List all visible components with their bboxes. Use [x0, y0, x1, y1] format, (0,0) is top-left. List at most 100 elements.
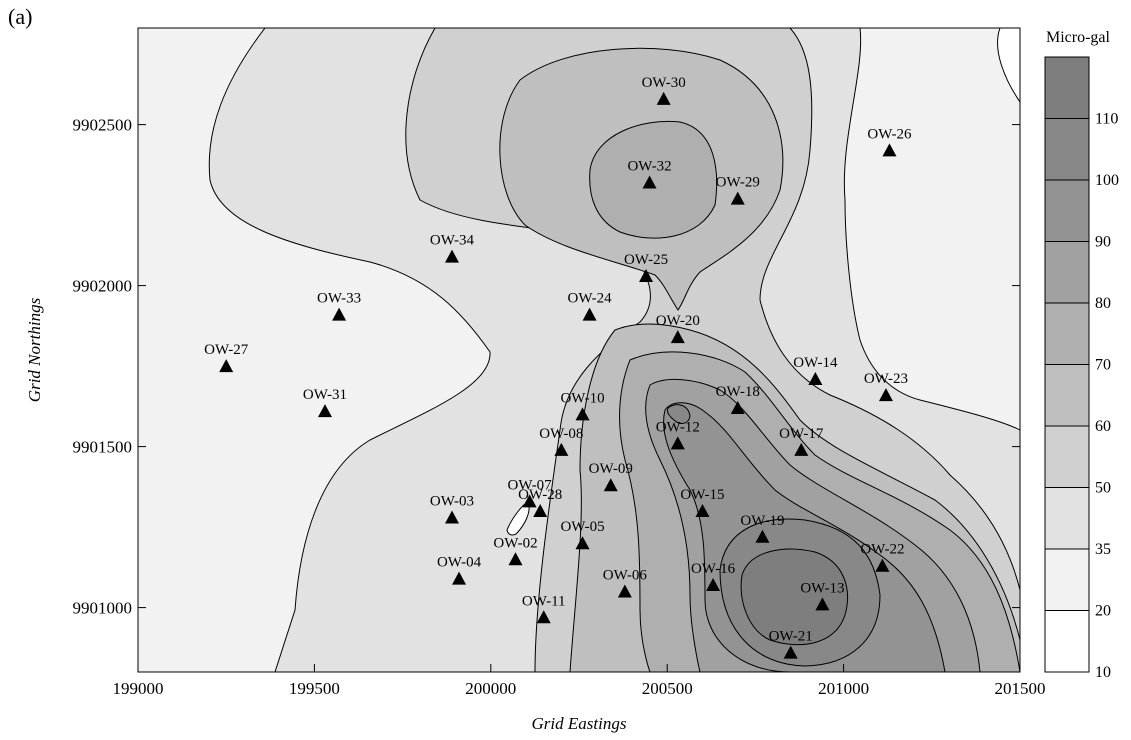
station-marker	[508, 552, 523, 566]
colorbar-label: 50	[1095, 480, 1111, 497]
station-marker	[575, 407, 590, 421]
colorbar-label: 80	[1095, 295, 1111, 312]
station-marker	[536, 610, 551, 624]
station-marker	[783, 645, 798, 659]
colorbar-label: 110	[1095, 111, 1118, 128]
station-label: OW-29	[716, 175, 760, 191]
station-label: OW-28	[518, 487, 562, 503]
station-marker	[575, 536, 590, 550]
station-label: OW-26	[867, 126, 912, 142]
colorbar-label: 90	[1095, 234, 1111, 251]
station-label: OW-02	[493, 535, 537, 551]
station-marker	[554, 442, 569, 456]
colorbar-label: 20	[1095, 603, 1111, 620]
station-label: OW-33	[317, 291, 361, 307]
colorbar-label: 70	[1095, 357, 1111, 374]
x-axis-label: Grid Eastings	[532, 714, 627, 733]
station-label: OW-34	[430, 233, 475, 249]
colorbar-swatch	[1045, 610, 1089, 672]
station-label: OW-04	[437, 555, 482, 571]
right-axis-ticks	[1012, 124, 1020, 609]
station-label: OW-19	[740, 513, 784, 529]
station-marker	[706, 578, 721, 592]
station-label: OW-24	[567, 291, 612, 307]
panel-label: (a)	[8, 4, 33, 29]
station-markers: OW-30 OW-26 OW-32 OW-29 OW-34 OW-25 OW-33 OW-24…	[204, 75, 912, 659]
station-marker	[522, 494, 537, 508]
colorbar-swatch	[1045, 180, 1089, 242]
plot-frame	[137, 27, 1021, 673]
station-marker	[730, 400, 745, 414]
station-marker	[882, 143, 897, 157]
colorbar-label: 100	[1095, 172, 1119, 189]
station-marker	[755, 529, 770, 543]
station-marker	[332, 307, 347, 321]
x-tick-label: 201500	[995, 679, 1046, 698]
colorbar-label: 10	[1095, 664, 1111, 681]
colorbar-swatch	[1045, 241, 1089, 303]
station-label: OW-17	[779, 426, 824, 442]
x-tick-label: 200000	[465, 679, 516, 698]
station-label: OW-31	[303, 387, 347, 403]
station-marker	[603, 478, 618, 492]
colorbar-label: 60	[1095, 418, 1111, 435]
colorbar: Micro-gal 10 20 35 50 60 70 80 90 100 110	[1044, 29, 1119, 681]
colorbar-swatch	[1045, 118, 1089, 180]
x-tick-label: 199000	[113, 679, 164, 698]
y-tick-label: 9901500	[73, 438, 133, 457]
station-label: OW-32	[627, 159, 671, 175]
x-tick-label: 199500	[289, 679, 340, 698]
station-marker	[642, 175, 657, 189]
x-axis: 199000 199500 200000 200500 201000 201500	[113, 664, 1046, 698]
x-tick-label: 201000	[818, 679, 869, 698]
station-marker	[617, 584, 632, 598]
station-label: OW-03	[430, 493, 474, 509]
station-label: OW-06	[603, 568, 648, 584]
station-marker	[582, 307, 597, 321]
station-label: OW-27	[204, 342, 249, 358]
station-marker	[533, 504, 548, 517]
station-label: OW-22	[860, 542, 904, 558]
station-label: OW-10	[560, 390, 604, 406]
colorbar-swatch	[1045, 364, 1089, 426]
station-marker	[444, 249, 459, 263]
station-marker	[695, 504, 710, 517]
y-axis: 9901000 9901500 9902000 9902500	[73, 116, 146, 618]
station-label: OW-20	[656, 313, 700, 329]
colorbar-swatch	[1045, 303, 1089, 365]
station-marker	[878, 388, 893, 402]
colorbar-swatch	[1045, 487, 1089, 549]
station-label: OW-09	[589, 461, 633, 477]
station-label: OW-25	[624, 252, 668, 268]
station-label: OW-11	[522, 593, 566, 609]
station-marker	[815, 597, 830, 611]
station-label: OW-16	[691, 561, 736, 577]
station-label: OW-07	[508, 477, 553, 493]
x-tick-label: 200500	[642, 679, 693, 698]
colorbar-swatch	[1045, 549, 1089, 611]
station-label: OW-12	[656, 419, 700, 435]
station-label: OW-08	[539, 426, 583, 442]
colorbar-title: Micro-gal	[1046, 29, 1111, 46]
y-axis-label: Grid Northings	[25, 297, 44, 402]
colorbar-swatch	[1045, 426, 1089, 488]
y-tick-label: 9901000	[73, 599, 133, 618]
colorbar-label: 35	[1095, 541, 1111, 558]
contour-bands	[138, 28, 1020, 672]
station-label: OW-13	[800, 580, 844, 596]
y-tick-label: 9902500	[73, 116, 133, 135]
station-marker	[670, 436, 685, 450]
station-marker	[808, 371, 823, 385]
station-label: OW-14	[793, 355, 838, 371]
station-marker	[452, 571, 467, 585]
station-marker	[875, 558, 890, 572]
station-marker	[444, 510, 459, 524]
station-label: OW-30	[642, 75, 686, 91]
colorbar-swatch	[1045, 57, 1089, 119]
contour-band-110	[740, 548, 848, 646]
station-marker	[317, 404, 332, 418]
station-marker	[794, 442, 809, 456]
y-tick-label: 9902000	[73, 277, 133, 296]
station-marker	[730, 191, 745, 205]
